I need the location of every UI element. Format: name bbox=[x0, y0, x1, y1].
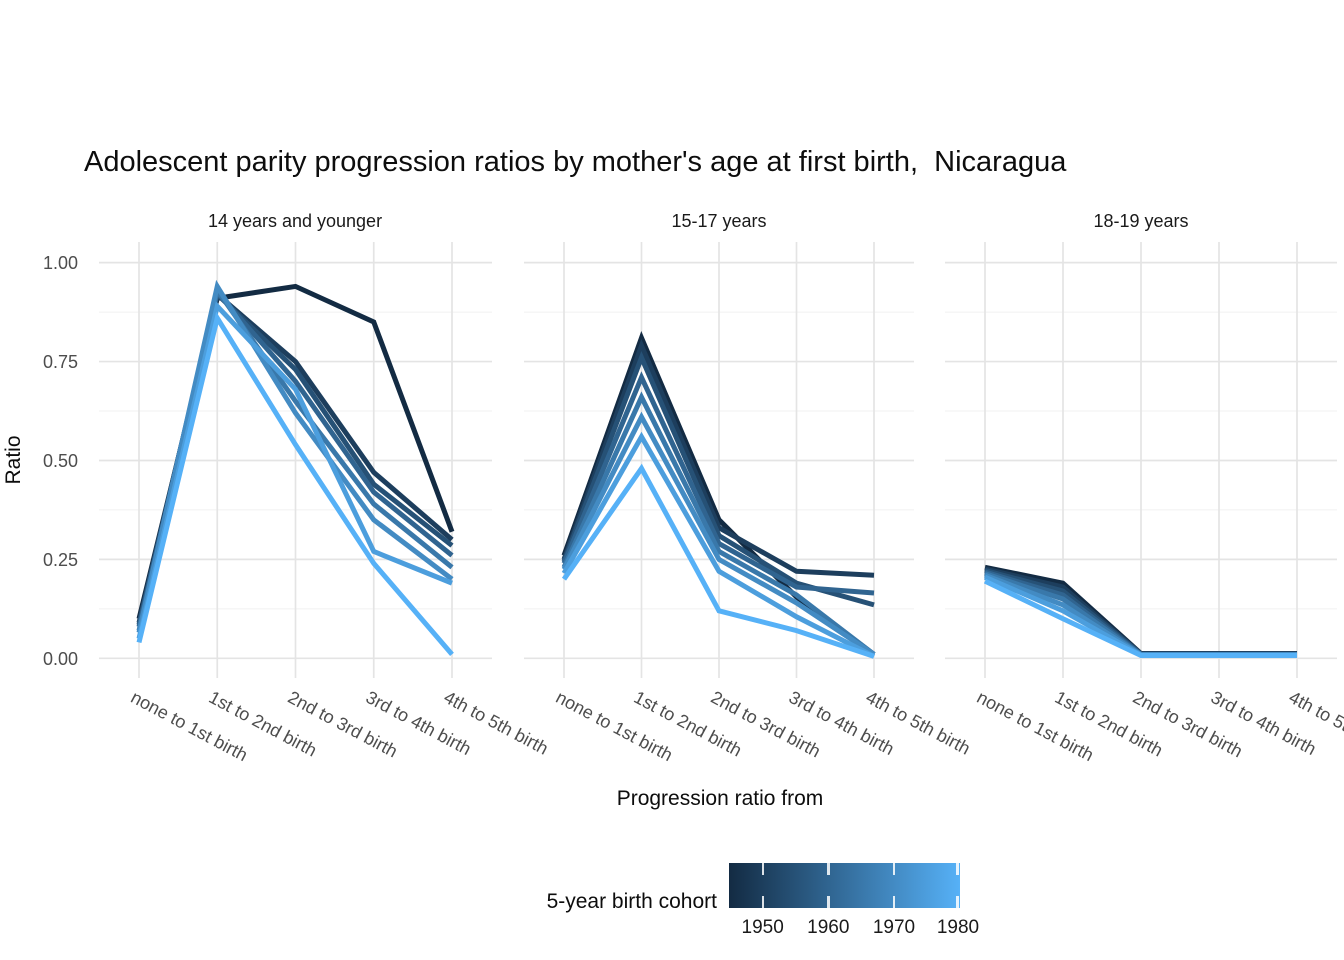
x-axis-title: Progression ratio from bbox=[616, 787, 824, 810]
legend-tick-mark bbox=[956, 896, 959, 908]
facet-strip-14-and-younger: 14 years and younger bbox=[207, 211, 383, 231]
legend-tick-mark bbox=[827, 896, 830, 908]
legend-colorbar bbox=[729, 863, 960, 908]
legend-title: 5-year birth cohort bbox=[546, 890, 717, 913]
facet-strip-15-17: 15-17 years bbox=[671, 211, 767, 231]
cohort-line-1950 bbox=[561, 338, 875, 578]
cohort-line-1980 bbox=[136, 311, 454, 656]
facet-panel-2 bbox=[945, 242, 1337, 678]
legend-tick-mark bbox=[956, 863, 959, 875]
y-tick-label-1.00: 1.00 bbox=[42, 253, 78, 273]
legend-tick-mark bbox=[761, 863, 765, 875]
facet-panel-0 bbox=[99, 242, 492, 678]
cohort-line-1970 bbox=[136, 279, 454, 634]
legend-tick-mark bbox=[892, 896, 896, 908]
cohort-line-1965 bbox=[561, 391, 876, 657]
y-tick-label-0.75: 0.75 bbox=[42, 352, 78, 372]
legend-tick-mark bbox=[827, 863, 830, 875]
chart-title: Adolescent parity progression ratios by … bbox=[84, 146, 1067, 178]
y-tick-label-0.00: 0.00 bbox=[42, 649, 78, 669]
cohort-line-1980 bbox=[983, 578, 1297, 659]
legend-label-1960: 1960 bbox=[807, 917, 850, 938]
legend-label-1950: 1950 bbox=[741, 917, 784, 938]
cohort-line-1980 bbox=[561, 463, 875, 659]
cohort-line-1960 bbox=[561, 371, 875, 596]
y-tick-label-0.50: 0.50 bbox=[42, 451, 78, 471]
legend-label-1980: 1980 bbox=[936, 917, 980, 938]
facet-strip-18-19: 18-19 years bbox=[1093, 211, 1189, 231]
legend-tick-mark bbox=[892, 863, 896, 875]
legend-tick-mark bbox=[761, 896, 765, 908]
legend-label-1970: 1970 bbox=[872, 917, 916, 938]
y-tick-label-0.25: 0.25 bbox=[42, 550, 78, 570]
facet-panel-1 bbox=[524, 242, 914, 678]
cohort-line-1970 bbox=[561, 411, 876, 657]
cohort-line-1975 bbox=[561, 431, 876, 659]
